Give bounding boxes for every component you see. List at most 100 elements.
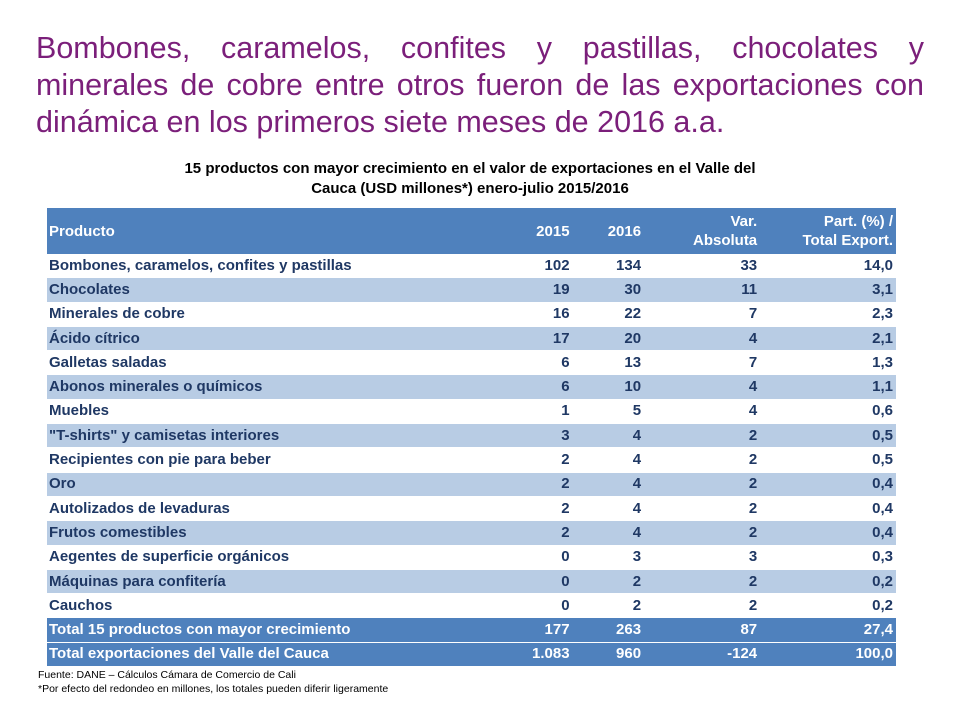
slide-title: Bombones, caramelos, confites y pastilla… [36, 31, 924, 139]
cell-2016: 20 [572, 326, 645, 352]
cell-part-total: 0,4 [760, 472, 896, 497]
cell-var-absoluta: 11 [644, 277, 761, 303]
cell-2016: 2 [572, 569, 645, 595]
cell-2016: 13 [572, 350, 645, 376]
cell-2016: 2 [572, 593, 645, 619]
cell-part-total: 1,1 [760, 374, 896, 400]
table-caption: 15 productos con mayor crecimiento en el… [44, 159, 896, 199]
footnote: Fuente: DANE – Cálculos Cámara de Comerc… [38, 668, 388, 696]
cell-producto: Cauchos [47, 593, 450, 619]
cell-2015: 1 [449, 399, 573, 425]
table-row: Recipientes con pie para beber 2 4 2 0,5 [47, 447, 896, 473]
header-part-line-1: Part. (%) / [823, 213, 893, 230]
cell-var-absoluta: 4 [644, 374, 761, 400]
cell-2016: 3 [572, 545, 645, 570]
cell-2015: 2 [449, 496, 573, 522]
cell-part-total: 14,0 [760, 254, 896, 279]
cell-2015: 19 [449, 277, 573, 303]
table-caption-line-1: 15 productos con mayor crecimiento en el… [184, 160, 756, 177]
cell-producto: Abonos minerales o químicos [47, 374, 450, 400]
cell-var-absoluta: 2 [644, 593, 761, 619]
cell-2015: 1.083 [449, 642, 573, 668]
cell-part-total: 0,5 [760, 423, 896, 449]
cell-part-total: 0,4 [760, 496, 896, 522]
cell-var-absoluta: 33 [644, 254, 761, 279]
table-row: "T-shirts" y camisetas interiores 3 4 2 0,5 [47, 423, 896, 449]
cell-2016: 10 [572, 374, 645, 400]
cell-2016: 22 [572, 302, 645, 327]
cell-2016: 4 [572, 496, 645, 522]
total-row: Total 15 productos con mayor crecimiento… [47, 617, 896, 643]
cell-2015: 3 [449, 423, 573, 449]
table-row: Frutos comestibles 2 4 2 0,4 [47, 520, 896, 546]
cell-part-total: 0,4 [760, 520, 896, 546]
cell-2015: 6 [449, 350, 573, 376]
cell-2015: 0 [449, 569, 573, 595]
cell-var-absoluta: 4 [644, 326, 761, 352]
cell-var-absoluta: 2 [644, 496, 761, 522]
cell-producto: Bombones, caramelos, confites y pastilla… [47, 254, 450, 279]
cell-2015: 0 [449, 593, 573, 619]
cell-2016: 4 [572, 423, 645, 449]
cell-var-absoluta: 2 [644, 520, 761, 546]
table-row: Chocolates 19 30 11 3,1 [47, 277, 896, 303]
cell-2016: 4 [572, 472, 645, 497]
cell-var-absoluta: 7 [644, 350, 761, 376]
cell-2016: 4 [572, 447, 645, 473]
cell-var-absoluta: 2 [644, 569, 761, 595]
cell-producto: Autolizados de levaduras [47, 496, 450, 522]
cell-2016: 263 [572, 617, 645, 643]
cell-2016: 134 [572, 254, 645, 279]
cell-producto: Aegentes de superficie orgánicos [47, 545, 450, 570]
cell-producto: Chocolates [47, 277, 450, 303]
cell-var-absoluta: 3 [644, 545, 761, 570]
exports-table: Producto 2015 2016 Var. Absoluta Part. (… [47, 208, 896, 668]
cell-var-absoluta: 2 [644, 447, 761, 473]
header-2015: 2015 [449, 208, 573, 254]
cell-2016: 960 [572, 642, 645, 668]
cell-part-total: 1,3 [760, 350, 896, 376]
table-row: Aegentes de superficie orgánicos 0 3 3 0,3 [47, 545, 896, 570]
table-row: Oro 2 4 2 0,4 [47, 472, 896, 497]
cell-part-total: 27,4 [760, 617, 896, 643]
cell-producto: Total exportaciones del Valle del Cauca [47, 642, 450, 668]
cell-producto: Total 15 productos con mayor crecimiento [47, 617, 450, 643]
header-part-total: Part. (%) / Total Export. [760, 208, 896, 254]
cell-var-absoluta: 2 [644, 472, 761, 497]
footnote-rounding: *Por efecto del redondeo en millones, lo… [38, 683, 389, 695]
cell-var-absoluta: 4 [644, 399, 761, 425]
cell-var-absoluta: 7 [644, 302, 761, 327]
cell-producto: "T-shirts" y camisetas interiores [47, 423, 450, 449]
table-caption-line-2: Cauca (USD millones*) enero-julio 2015/2… [311, 180, 629, 197]
table-row: Máquinas para confitería 0 2 2 0,2 [47, 569, 896, 595]
table-row: Bombones, caramelos, confites y pastilla… [47, 254, 896, 279]
cell-producto: Frutos comestibles [47, 520, 450, 546]
cell-producto: Oro [47, 472, 450, 497]
cell-part-total: 3,1 [760, 277, 896, 303]
footnote-source: Fuente: DANE – Cálculos Cámara de Comerc… [38, 669, 296, 681]
table-row: Abonos minerales o químicos 6 10 4 1,1 [47, 374, 896, 400]
header-var-line-2: Absoluta [692, 232, 758, 249]
header-var-line-1: Var. [730, 213, 758, 230]
cell-part-total: 0,2 [760, 569, 896, 595]
cell-producto: Recipientes con pie para beber [47, 447, 450, 473]
cell-2015: 2 [449, 447, 573, 473]
cell-producto: Ácido cítrico [47, 326, 450, 352]
cell-part-total: 0,6 [760, 399, 896, 425]
table-row: Galletas saladas 6 13 7 1,3 [47, 350, 896, 376]
cell-2015: 0 [449, 545, 573, 570]
cell-2015: 17 [449, 326, 573, 352]
cell-2015: 102 [449, 254, 573, 279]
cell-part-total: 0,2 [760, 593, 896, 619]
table-row: Muebles 1 5 4 0,6 [47, 399, 896, 425]
cell-part-total: 2,1 [760, 326, 896, 352]
cell-var-absoluta: -124 [644, 642, 761, 668]
table-row: Cauchos 0 2 2 0,2 [47, 593, 896, 619]
cell-producto: Muebles [47, 399, 450, 425]
table-row: Ácido cítrico 17 20 4 2,1 [47, 326, 896, 352]
cell-2015: 177 [449, 617, 573, 643]
cell-2016: 5 [572, 399, 645, 425]
table-row: Autolizados de levaduras 2 4 2 0,4 [47, 496, 896, 522]
cell-2015: 2 [449, 520, 573, 546]
table-row: Minerales de cobre 16 22 7 2,3 [47, 302, 896, 327]
